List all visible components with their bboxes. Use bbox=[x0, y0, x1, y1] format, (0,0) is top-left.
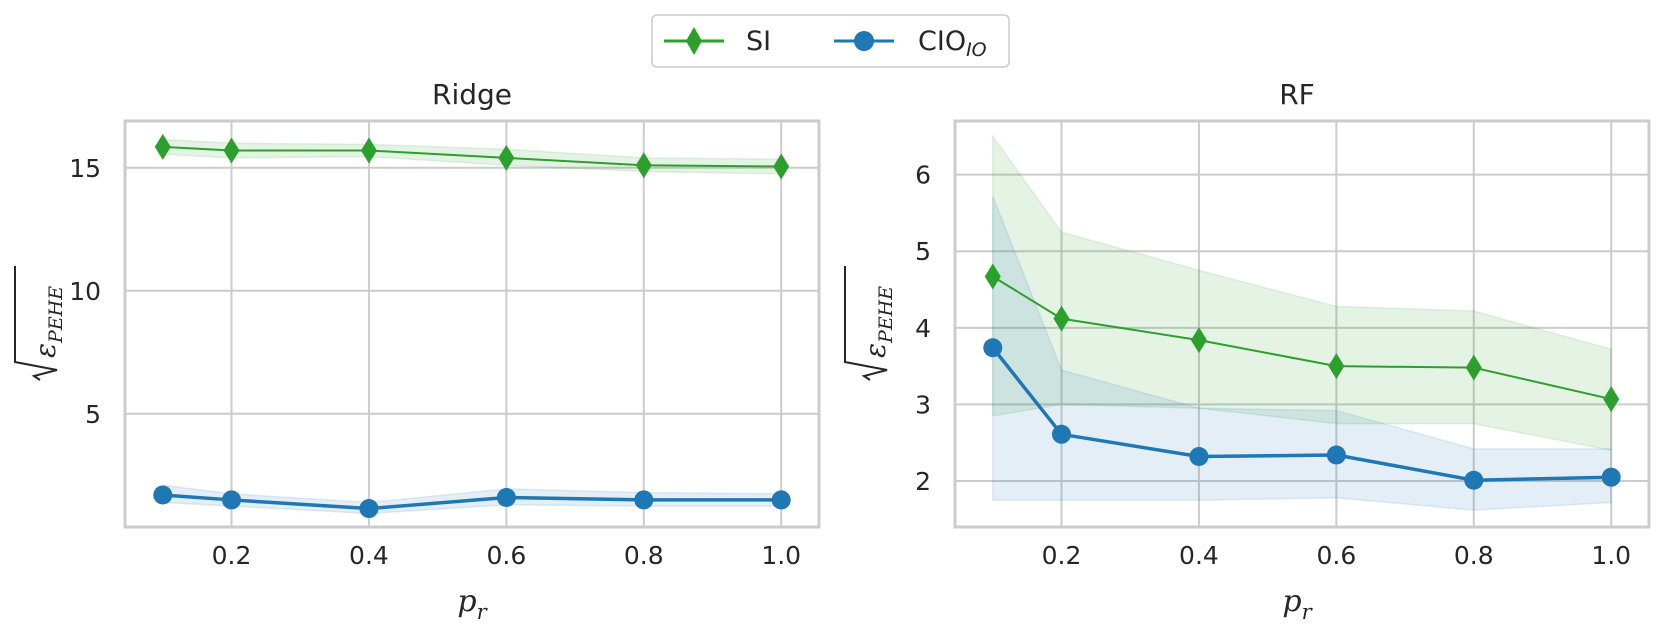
rf-markers bbox=[983, 263, 1621, 490]
rf-cio-io-point bbox=[1189, 447, 1209, 467]
ridge-markers bbox=[153, 133, 791, 519]
ridge-cio-io-point bbox=[222, 490, 242, 510]
ridge-cio-io-point bbox=[496, 487, 516, 507]
ridge-si-point bbox=[635, 152, 652, 179]
rf-si-point bbox=[1603, 386, 1620, 413]
ridge-si-point bbox=[498, 144, 515, 171]
rf-xlabel: pr bbox=[1282, 584, 1313, 624]
legend-cio-label: CIOIO bbox=[918, 26, 987, 61]
ridge-cio-io-point bbox=[359, 499, 379, 519]
rf-ylabel-sqrt-sign bbox=[844, 266, 888, 381]
rf-cio-io-point bbox=[1464, 470, 1484, 490]
ridge-cio-io-point bbox=[771, 490, 791, 510]
legend-frame bbox=[651, 14, 1010, 68]
ridge-xtick-label: 0.6 bbox=[486, 541, 526, 570]
rf-ytick-label: 4 bbox=[915, 314, 931, 343]
rf-si-point bbox=[1053, 305, 1070, 332]
ridge-panel: 0.2 0.4 0.6 0.8 1.0 5 10 15 Ridge pr εPEHE bbox=[14, 78, 821, 624]
rf-ytick-label: 5 bbox=[915, 237, 931, 266]
ridge-ylabel-text: εPEHE bbox=[29, 286, 67, 358]
ridge-si-point bbox=[154, 133, 171, 160]
rf-xtick-label: 0.6 bbox=[1316, 541, 1356, 570]
rf-cio-io-point bbox=[1601, 467, 1621, 487]
ridge-cio-io-point bbox=[153, 485, 173, 505]
rf-cio-io-point bbox=[1052, 424, 1072, 444]
ridge-axes: 0.2 0.4 0.6 0.8 1.0 5 10 15 bbox=[69, 119, 821, 570]
rf-si-line bbox=[992, 275, 1612, 401]
legend-si-label: SI bbox=[746, 26, 771, 57]
ridge-axes-frame bbox=[123, 119, 821, 529]
rf-xtick-label: 0.2 bbox=[1042, 541, 1082, 570]
rf-series-lines bbox=[991, 275, 1612, 483]
rf-axes: 0.2 0.4 0.6 0.8 1.0 2 3 4 5 6 bbox=[915, 119, 1651, 570]
ridge-grid bbox=[125, 121, 819, 527]
rf-si-point bbox=[1328, 353, 1345, 380]
ridge-ylabel: εPEHE bbox=[14, 266, 67, 381]
legend-item-cio: CIOIO bbox=[834, 26, 987, 61]
ridge-xtick-label: 0.2 bbox=[212, 541, 252, 570]
ridge-xtick-label: 0.4 bbox=[349, 541, 389, 570]
rf-ytick-label: 6 bbox=[915, 161, 931, 190]
rf-title: RF bbox=[1279, 78, 1315, 111]
ridge-ytick-label: 15 bbox=[69, 154, 101, 183]
ridge-cio-io-line bbox=[162, 493, 782, 511]
rf-ylabel-text: εPEHE bbox=[859, 286, 897, 358]
legend-item-si: SI bbox=[664, 26, 771, 57]
legend-cio-marker bbox=[854, 31, 874, 51]
ridge-si-point bbox=[223, 137, 240, 164]
rf-grid bbox=[955, 121, 1649, 527]
rf-cio-io-point bbox=[1326, 445, 1346, 465]
ridge-xtick-label: 1.0 bbox=[761, 541, 801, 570]
ridge-cio-io-point bbox=[634, 490, 654, 510]
rf-ylabel: εPEHE bbox=[844, 266, 897, 381]
ridge-title: Ridge bbox=[432, 78, 512, 111]
ridge-xlabel: pr bbox=[457, 584, 488, 624]
rf-ytick-label: 2 bbox=[915, 467, 931, 496]
ridge-ylabel-sqrt-sign bbox=[14, 266, 58, 381]
legend-si-marker bbox=[686, 27, 702, 55]
legend: SI CIOIO bbox=[651, 14, 1010, 68]
rf-panel: 0.2 0.4 0.6 0.8 1.0 2 3 4 5 6 RF pr εPEHE bbox=[844, 78, 1651, 624]
rf-cio-io-point bbox=[983, 338, 1003, 358]
rf-si-point bbox=[1190, 327, 1207, 354]
ridge-si-line bbox=[162, 145, 782, 168]
rf-axes-frame bbox=[953, 119, 1651, 529]
ridge-si-point bbox=[773, 153, 790, 180]
rf-xtick-label: 0.8 bbox=[1454, 541, 1494, 570]
rf-cio-io-line bbox=[991, 346, 1612, 483]
rf-si-point bbox=[1465, 354, 1482, 381]
ridge-confidence-bands bbox=[162, 138, 782, 515]
rf-confidence-bands bbox=[992, 133, 1612, 511]
rf-si-point bbox=[984, 263, 1001, 290]
rf-xtick-label: 0.4 bbox=[1179, 541, 1219, 570]
ridge-ytick-label: 10 bbox=[69, 277, 101, 306]
rf-cio-io-band bbox=[992, 195, 1612, 511]
rf-ytick-label: 3 bbox=[915, 390, 931, 419]
ridge-si-point bbox=[360, 137, 377, 164]
rf-si-band bbox=[992, 133, 1612, 452]
rf-xtick-label: 1.0 bbox=[1591, 541, 1631, 570]
ridge-series-lines bbox=[162, 145, 782, 511]
ridge-ytick-label: 5 bbox=[85, 400, 101, 429]
ridge-xtick-label: 0.8 bbox=[624, 541, 664, 570]
